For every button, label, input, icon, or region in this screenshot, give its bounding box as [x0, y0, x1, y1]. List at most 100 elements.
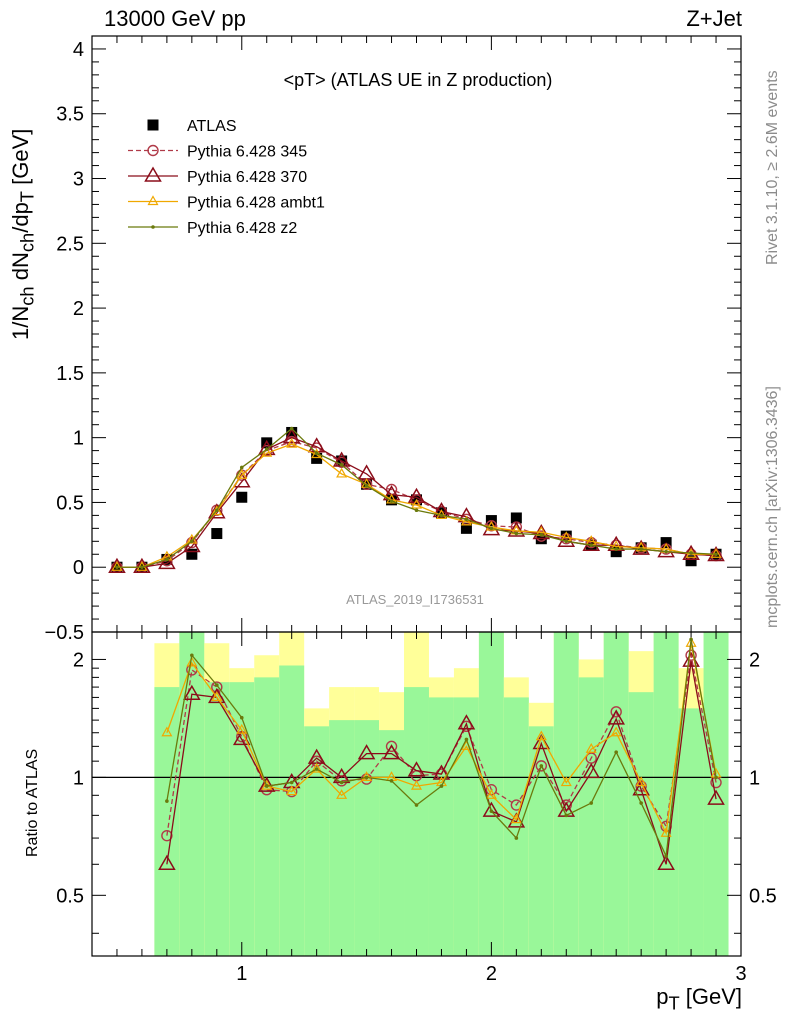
- ratio-point-z2: [165, 799, 169, 803]
- data-point-z2: [439, 513, 444, 518]
- green-band-bin: [453, 697, 479, 956]
- data-point-z2: [140, 565, 144, 570]
- data-point-ATLAS: [460, 522, 472, 534]
- ratio-y-tick-label-left: 0.5: [56, 885, 84, 907]
- green-band-bin: [678, 708, 704, 956]
- ratio-point-p345: [460, 720, 473, 733]
- data-point-p370: [407, 487, 426, 504]
- data-point-ATLAS: [685, 555, 697, 567]
- data-point-ambt1: [410, 498, 423, 509]
- data-point-z2: [264, 447, 269, 452]
- legend-label-ambt1: Pythia 6.428 ambt1: [187, 195, 325, 212]
- data-point-z2: [364, 483, 369, 488]
- ratio-point-ambt1: [236, 723, 248, 734]
- data-point-ambt1: [111, 560, 123, 571]
- legend-marker-p370: [144, 166, 162, 182]
- data-point-ATLAS: [560, 530, 572, 542]
- ratio-point-p370: [457, 714, 476, 730]
- ratio-series-group: [158, 636, 725, 871]
- data-point-z2: [115, 565, 119, 570]
- green-band-bin: [603, 632, 629, 956]
- ratio-point-z2: [689, 637, 693, 642]
- green-band-bin: [404, 687, 429, 956]
- ratio-point-p370: [158, 854, 176, 871]
- data-point-p370: [108, 557, 126, 573]
- data-point-z2: [589, 543, 594, 547]
- ratio-point-z2: [264, 784, 269, 788]
- main-y-tick-label: 0.5: [56, 492, 84, 514]
- green-band-bin: [628, 692, 654, 956]
- ratio-point-p370: [607, 709, 625, 725]
- ratio-point-ambt1: [635, 776, 647, 787]
- data-point-p370: [183, 536, 201, 553]
- data-point-ambt1: [336, 467, 348, 478]
- green-band-bin: [329, 720, 355, 956]
- data-point-ambt1: [261, 446, 273, 457]
- data-point-z2: [564, 539, 569, 544]
- data-point-p370: [507, 521, 526, 537]
- data-point-p370: [357, 464, 376, 480]
- ratio-panel-frame: 0.5 0.5 1 1 2 2 1 2 3: [56, 631, 777, 985]
- green-band-bin: [428, 697, 454, 956]
- ratio-point-z2: [190, 653, 194, 658]
- data-point-z2: [314, 451, 319, 456]
- ratio-point-p345: [685, 649, 697, 661]
- data-point-z2: [289, 426, 294, 431]
- x-tick-label: 1: [236, 963, 247, 985]
- green-band-bin: [204, 682, 230, 956]
- ratio-point-z2: [539, 764, 544, 768]
- ratio-point-z2: [489, 809, 494, 813]
- green-band-bin: [578, 677, 604, 956]
- data-point-z2: [714, 552, 718, 557]
- data-point-z2: [664, 549, 668, 554]
- data-point-p370: [158, 553, 176, 570]
- data-point-z2: [339, 463, 344, 467]
- main-y-tick-label: 3: [73, 169, 84, 191]
- legend: ATLAS Pythia 6.428 345 Pythia 6.428 370 Pyt…: [128, 118, 325, 237]
- ratio-point-z2: [339, 780, 344, 785]
- ratio-point-p370: [382, 744, 401, 760]
- data-point-ambt1: [710, 548, 722, 558]
- main-y-tick-label: 2.5: [56, 233, 84, 255]
- legend-marker-z2: [151, 225, 155, 229]
- ratio-point-z2: [314, 767, 319, 771]
- x-tick-label: 2: [486, 963, 497, 985]
- data-point-ATLAS: [286, 426, 298, 438]
- ratio-point-p345: [161, 829, 173, 842]
- ratio-point-ambt1: [560, 776, 572, 787]
- x-tick-label: 3: [735, 963, 746, 985]
- ratio-point-z2: [589, 801, 594, 805]
- ratio-y-tick-label-left: 2: [73, 649, 84, 671]
- ratio-point-ambt1: [211, 691, 223, 702]
- ratio-point-p370: [632, 780, 650, 796]
- ratio-point-ambt1: [410, 779, 423, 790]
- legend-label-p345: Pythia 6.428 345: [187, 144, 307, 161]
- legend-label-p370: Pythia 6.428 370: [187, 169, 307, 186]
- ratio-point-ambt1: [685, 636, 697, 647]
- data-point-p370: [282, 428, 301, 444]
- ratio-point-ambt1: [336, 789, 348, 799]
- main-series-group: [108, 426, 725, 573]
- ratio-point-p370: [432, 764, 451, 780]
- ratio-point-p370: [257, 776, 276, 792]
- ratio-point-ambt1: [261, 779, 273, 790]
- main-y-tick-label: 0: [73, 557, 84, 579]
- data-point-ambt1: [311, 448, 323, 459]
- main-panel-frame: −0.5 0 0.5 1 1.5 2 2.5 3 3.5 4: [45, 35, 742, 644]
- x-axis-label: pT [GeV]: [656, 984, 742, 1014]
- ratio-point-z2: [714, 775, 718, 780]
- main-y-tick-label: 1: [73, 428, 84, 450]
- ratio-point-p345: [535, 760, 548, 772]
- data-point-z2: [689, 551, 693, 555]
- ratio-point-p370: [183, 684, 201, 700]
- data-point-z2: [639, 547, 643, 551]
- green-band-bin: [179, 632, 205, 956]
- data-point-ATLAS: [186, 548, 198, 560]
- header-process: 13000 GeV pp: [104, 6, 246, 31]
- data-point-z2: [614, 547, 618, 551]
- green-band-bin: [229, 682, 255, 956]
- data-point-ATLAS: [510, 512, 522, 524]
- legend-label-z2: Pythia 6.428 z2: [187, 220, 297, 237]
- data-point-ambt1: [286, 437, 298, 448]
- ratio-y-tick-label-left: 1: [73, 767, 84, 789]
